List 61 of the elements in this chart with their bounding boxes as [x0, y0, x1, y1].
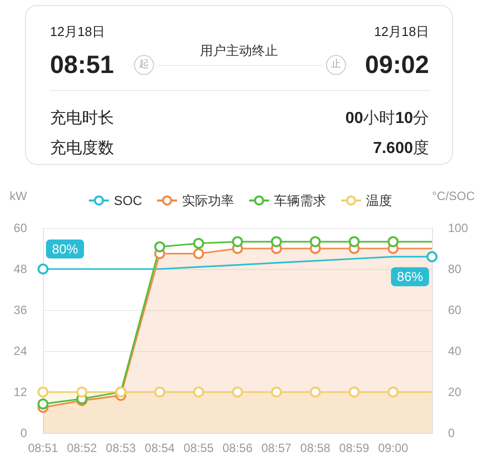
- data-label: 80%: [52, 242, 78, 256]
- point: [193, 386, 204, 398]
- point: [348, 236, 360, 248]
- x-tick-label: 08:57: [261, 441, 292, 455]
- text: 起: [134, 55, 154, 75]
- text: 7.600度: [372, 140, 429, 157]
- text: 09:02: [365, 51, 429, 79]
- y2-tick-label: 80: [448, 262, 462, 276]
- x-tick-label: 08:58: [300, 441, 331, 455]
- text: 充电度数: [50, 140, 114, 157]
- x-tick-label: 08:54: [144, 441, 176, 455]
- y2-tick-label: 100: [448, 221, 468, 235]
- y-tick-label: 12: [14, 385, 28, 399]
- y-tick-label: 24: [14, 344, 28, 358]
- y2-axis-title: °C/SOC: [432, 189, 476, 203]
- point: [270, 386, 282, 398]
- legend-label: 温度: [366, 193, 392, 208]
- point: [426, 251, 438, 262]
- point: [38, 264, 48, 274]
- point: [388, 236, 399, 248]
- y2-tick-label: 20: [448, 385, 462, 399]
- text: 08:51: [50, 51, 114, 79]
- point: [154, 241, 166, 252]
- y2-tick-label: 0: [448, 426, 455, 440]
- point: [388, 386, 399, 398]
- data-label: 86%: [396, 269, 424, 284]
- y-axis-title: kW: [10, 189, 28, 203]
- text: 00小时10分: [345, 110, 429, 127]
- text: 12月18日: [374, 24, 429, 39]
- text: 充电时长: [50, 110, 114, 127]
- point: [310, 236, 321, 248]
- point: [38, 398, 48, 410]
- x-tick-label: 08:52: [66, 441, 98, 455]
- x-tick-label: 08:56: [222, 441, 253, 455]
- y-tick-label: 0: [20, 426, 28, 440]
- point: [76, 386, 88, 398]
- point: [310, 386, 321, 398]
- y-tick-label: 48: [14, 262, 28, 276]
- x-tick-label: 08:59: [339, 441, 370, 455]
- point: [154, 386, 166, 398]
- point: [232, 386, 243, 398]
- point: [193, 248, 204, 260]
- y2-tick-label: 60: [448, 303, 462, 317]
- point: [38, 386, 48, 398]
- legend-label: 实际功率: [182, 193, 234, 208]
- text: 用户主动终止: [200, 43, 278, 58]
- text: 止: [326, 55, 346, 75]
- x-tick-label: 08:53: [106, 441, 136, 455]
- y-tick-label: 36: [14, 303, 28, 317]
- point: [232, 236, 243, 248]
- x-tick-label: 08:51: [28, 441, 58, 455]
- x-tick-label: 09:00: [378, 441, 408, 455]
- legend-label: 车辆需求: [274, 193, 326, 208]
- x-tick-label: 08:55: [184, 441, 214, 455]
- legend-label: SOC: [114, 193, 142, 208]
- y-tick-label: 60: [14, 221, 28, 235]
- point: [193, 238, 204, 249]
- point: [348, 386, 360, 398]
- text: 12月18日: [50, 24, 105, 39]
- y2-tick-label: 40: [448, 344, 462, 358]
- point: [270, 236, 282, 248]
